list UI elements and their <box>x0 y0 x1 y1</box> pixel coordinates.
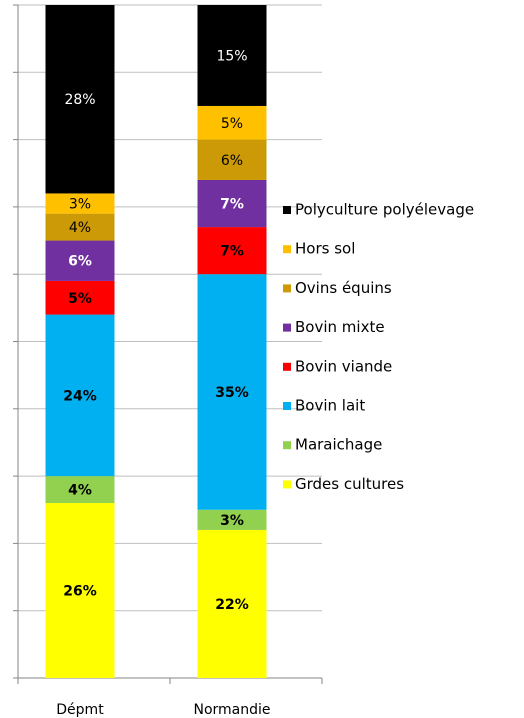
legend-label: Bovin viande <box>295 357 392 375</box>
legend-label: Hors sol <box>295 240 355 258</box>
value-label: 4% <box>69 220 91 236</box>
legend-label: Grdes cultures <box>295 475 404 493</box>
legend-label: Bovin lait <box>295 397 365 415</box>
bar-segment <box>197 529 267 678</box>
value-label: 28% <box>64 92 95 108</box>
bar-segment <box>197 227 267 275</box>
bar-segment <box>45 240 115 281</box>
legend-swatch <box>283 323 291 332</box>
legend-label: Polyculture polyélevage <box>295 201 474 219</box>
legend-swatch <box>283 206 291 214</box>
bar-segment <box>197 274 267 510</box>
bar-segment <box>45 314 115 477</box>
legend-swatch <box>283 284 291 293</box>
bar-segment <box>197 105 267 140</box>
legend-swatch <box>283 245 291 254</box>
bar-segment <box>45 476 115 504</box>
legend-swatch <box>283 480 291 489</box>
legend-label: Ovins équins <box>295 279 392 297</box>
value-label: 5% <box>221 116 243 132</box>
bar-segment <box>45 213 115 241</box>
legend-label: Bovin mixte <box>295 318 385 336</box>
bar-segment <box>45 280 115 315</box>
value-label: 5% <box>68 291 92 307</box>
x-tick-label: Dépmt <box>56 702 104 718</box>
bar-segment <box>197 179 267 228</box>
value-label: 6% <box>68 254 92 270</box>
legend-swatch <box>283 362 291 371</box>
value-label: 7% <box>220 244 244 260</box>
bar-segment <box>197 5 267 106</box>
value-label: 3% <box>220 513 244 529</box>
x-tick-label: Normandie <box>193 702 270 718</box>
value-label: 24% <box>63 388 97 404</box>
bar-segment <box>197 139 267 180</box>
bar-segment <box>197 509 267 530</box>
value-label: 4% <box>68 483 92 499</box>
value-label: 26% <box>63 584 97 600</box>
bar-segment <box>45 503 115 678</box>
bar-segment <box>45 193 115 214</box>
value-label: 3% <box>69 197 91 213</box>
value-label: 6% <box>221 153 243 169</box>
bar-segment <box>45 5 115 194</box>
value-label: 7% <box>220 197 244 213</box>
value-label: 22% <box>215 597 249 613</box>
value-label: 15% <box>216 48 247 64</box>
legend-label: Maraichage <box>295 436 382 454</box>
value-label: 35% <box>215 385 249 401</box>
legend-swatch <box>283 402 291 410</box>
legend-swatch <box>283 441 291 450</box>
